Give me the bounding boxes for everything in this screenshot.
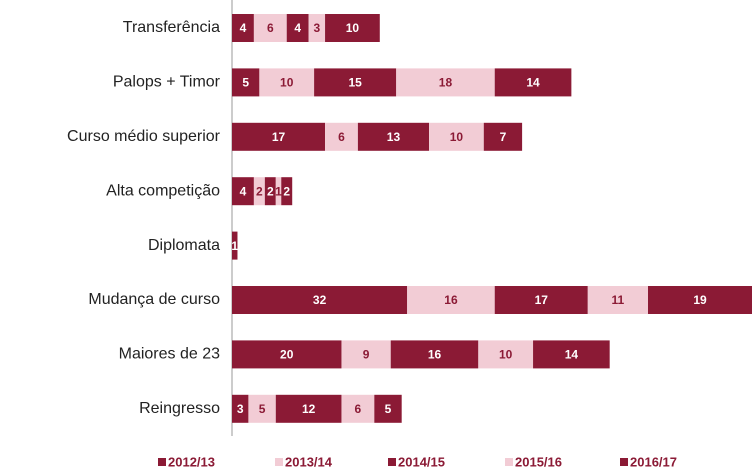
bar-segment <box>341 394 375 423</box>
bar-segment <box>232 286 408 314</box>
legend-label: 2016/17 <box>630 454 677 469</box>
bar-segment <box>341 340 391 369</box>
data-label: 16 <box>444 293 458 307</box>
legend-label: 2015/16 <box>515 454 562 469</box>
data-label: 2 <box>256 184 263 198</box>
data-label: 4 <box>240 184 247 198</box>
data-label: 6 <box>355 402 362 416</box>
data-label: 9 <box>363 348 370 362</box>
data-label: 3 <box>313 21 320 35</box>
data-label: 4 <box>240 21 247 35</box>
bar-segment <box>494 68 572 97</box>
data-label: 6 <box>338 130 345 144</box>
bar-segment <box>232 231 238 260</box>
data-label: 6 <box>267 21 274 35</box>
bar-segment <box>483 122 523 151</box>
data-label: 10 <box>450 130 464 144</box>
data-label: 11 <box>612 293 625 307</box>
bar-segment <box>587 286 648 314</box>
category-label: Curso médio superior <box>67 128 221 145</box>
bar-segment <box>275 177 282 206</box>
bar-segment <box>286 14 309 42</box>
bar-segment <box>314 68 397 97</box>
data-label: 15 <box>348 76 362 90</box>
legend-swatch <box>505 458 513 466</box>
data-label: 10 <box>280 76 294 90</box>
bar-segment <box>264 177 276 206</box>
bar-segment <box>232 394 249 423</box>
data-label: 4 <box>294 21 301 35</box>
data-label: 13 <box>387 130 401 144</box>
data-label: 16 <box>428 348 442 362</box>
bar-segment <box>232 177 254 206</box>
legend-label: 2013/14 <box>285 454 333 469</box>
bar-segment <box>357 122 430 151</box>
data-label: 17 <box>272 130 286 144</box>
category-label: Reingresso <box>139 400 220 417</box>
data-label: 1 <box>231 239 238 253</box>
data-label: 10 <box>346 21 360 35</box>
bar-segment <box>494 286 588 314</box>
bar-segment <box>232 68 260 97</box>
bar-segment <box>281 177 293 206</box>
bar-segment <box>248 394 276 423</box>
legend-swatch <box>388 458 396 466</box>
category-label: Maiores de 23 <box>119 346 220 363</box>
bar-segment <box>275 394 342 423</box>
data-label: 3 <box>237 402 244 416</box>
data-label: 10 <box>499 348 513 362</box>
bar-segment <box>232 340 342 369</box>
bar-segment <box>253 14 287 42</box>
data-label: 17 <box>535 293 549 307</box>
category-label: Diplomata <box>148 237 220 254</box>
bar-segment <box>648 286 752 314</box>
data-label: 2 <box>267 184 274 198</box>
data-label: 5 <box>259 402 266 416</box>
bar-segment <box>259 68 315 97</box>
bar-segment <box>533 340 610 369</box>
category-label: Transferência <box>123 19 220 36</box>
bar-segment <box>325 122 358 151</box>
data-label: 5 <box>242 76 249 90</box>
data-label: 2 <box>283 184 290 198</box>
data-label: 5 <box>385 402 392 416</box>
data-label: 18 <box>439 76 453 90</box>
legend-swatch <box>158 458 166 466</box>
bar-segment <box>308 14 326 42</box>
bar-segment <box>396 68 495 97</box>
bar-segment <box>390 340 479 369</box>
data-label: 14 <box>565 348 579 362</box>
category-label: Alta competição <box>106 182 220 199</box>
bar-segment <box>374 394 402 423</box>
bar-segment <box>232 122 326 151</box>
bar-segment <box>253 177 265 206</box>
legend-label: 2014/15 <box>398 454 445 469</box>
data-label: 7 <box>500 130 507 144</box>
bar-segment <box>407 286 495 314</box>
data-label: 12 <box>302 402 316 416</box>
bar-segment <box>429 122 484 151</box>
bar-segment <box>478 340 534 369</box>
data-label: 19 <box>693 293 707 307</box>
bar-segment <box>232 14 254 42</box>
data-label: 1 <box>275 184 282 198</box>
category-label: Palops + Timor <box>113 74 221 91</box>
legend-swatch <box>275 458 283 466</box>
category-label: Mudança de curso <box>88 291 220 308</box>
legend-swatch <box>620 458 628 466</box>
bar-segment <box>325 14 380 42</box>
legend-label: 2012/13 <box>168 454 215 469</box>
data-label: 32 <box>313 293 327 307</box>
data-label: 14 <box>526 76 540 90</box>
data-label: 20 <box>280 348 294 362</box>
